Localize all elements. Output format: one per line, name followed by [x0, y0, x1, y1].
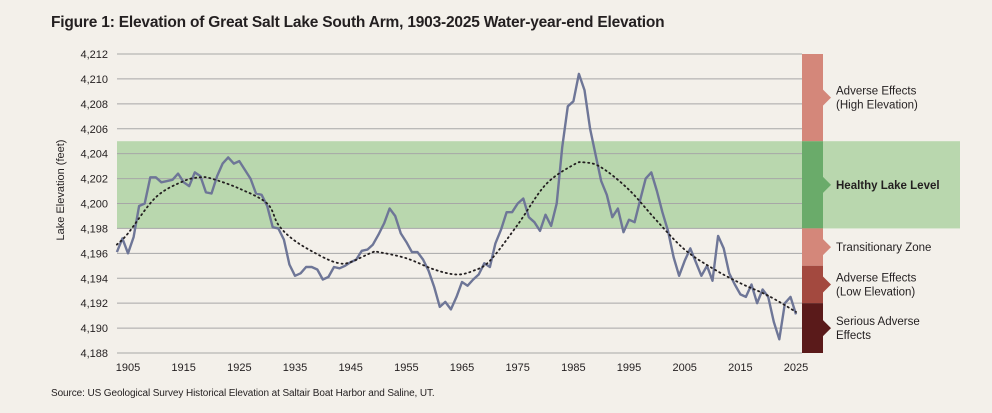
y-tick-label: 4,202: [80, 174, 108, 186]
zone-healthy-lake-level: Healthy Lake Level: [802, 141, 940, 229]
zone-marker: [802, 54, 831, 142]
x-axis: 1905 1915 1925 1935 1945 1955 1965 1975 1985 1995…: [116, 362, 809, 374]
zone-marker: [802, 141, 831, 229]
y-axis: 4,188 4,190 4,192 4,194 4,196 4,198 4,200 4,202…: [80, 49, 108, 360]
y-tick-label: 4,208: [80, 99, 108, 111]
zone-transitionary-zone: Transitionary Zone: [802, 228, 931, 266]
y-tick-label: 4,196: [80, 248, 108, 260]
zone-serious-adverse-effects: Serious Adverse Effects: [802, 303, 920, 353]
y-axis-title: Lake Elevation (feet): [55, 140, 67, 241]
x-tick-label: 1925: [227, 362, 251, 374]
chart-title: Figure 1: Elevation of Great Salt Lake S…: [51, 14, 665, 31]
zone-label: Adverse Effects: [836, 272, 917, 284]
zone-marker: [802, 265, 831, 304]
y-tick-label: 4,192: [80, 298, 108, 310]
y-tick-label: 4,188: [80, 348, 108, 360]
healthy-lake-band: [117, 141, 960, 229]
y-tick-label: 4,198: [80, 223, 108, 235]
y-tick-label: 4,210: [80, 74, 108, 86]
zone-label: (High Elevation): [836, 100, 918, 112]
zone-marker: [802, 228, 831, 266]
zone-label: Adverse Effects: [836, 86, 917, 98]
elevation-line: [115, 72, 798, 341]
y-tick-label: 4,212: [80, 49, 108, 61]
zone-label: Transitionary Zone: [836, 242, 931, 254]
x-tick-label: 2015: [728, 362, 752, 374]
x-tick-label: 1985: [561, 362, 585, 374]
source-note: Source: US Geological Survey Historical …: [51, 388, 435, 399]
y-tick-label: 4,204: [80, 149, 108, 161]
x-tick-label: 2005: [672, 362, 696, 374]
zone-label: Healthy Lake Level: [836, 180, 940, 192]
zone-label: Effects: [836, 330, 871, 342]
x-tick-label: 1995: [617, 362, 641, 374]
y-tick-label: 4,190: [80, 323, 108, 335]
grid-layer: [117, 53, 802, 354]
x-tick-label: 1955: [394, 362, 418, 374]
zone-legend: Adverse Effects (High Elevation) Healthy L…: [802, 54, 940, 353]
x-tick-label: 1945: [338, 362, 362, 374]
zone-label: Serious Adverse: [836, 316, 920, 328]
y-tick-label: 4,194: [80, 273, 108, 285]
y-tick-label: 4,200: [80, 199, 108, 211]
zone-marker: [802, 303, 831, 353]
x-tick-label: 1935: [283, 362, 307, 374]
healthy-band-layer: [117, 141, 960, 229]
trend-line: [115, 161, 797, 313]
zone-adverse-effects-high-elevation: Adverse Effects (High Elevation): [802, 54, 918, 142]
series-layer: [115, 72, 798, 341]
zone-label: (Low Elevation): [836, 286, 915, 298]
x-tick-label: 1915: [171, 362, 195, 374]
x-tick-label: 1905: [116, 362, 140, 374]
x-tick-label: 1965: [450, 362, 474, 374]
x-tick-label: 2025: [784, 362, 808, 374]
x-tick-label: 1975: [505, 362, 529, 374]
zone-adverse-effects-low-elevation: Adverse Effects (Low Elevation): [802, 265, 917, 304]
y-tick-label: 4,206: [80, 124, 108, 136]
